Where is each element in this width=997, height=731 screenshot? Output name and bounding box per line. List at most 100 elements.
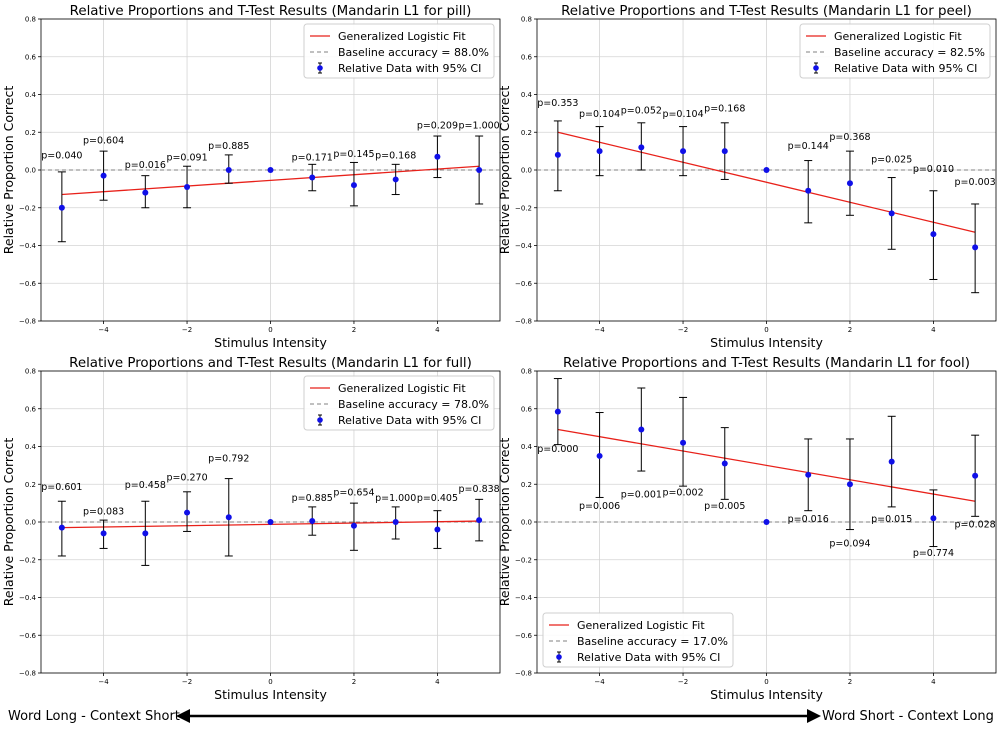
data-point [721,460,728,467]
data-point [596,452,603,459]
y-tick-label: 0.2 [521,481,532,489]
legend-label: Relative Data with 95% CI [338,414,481,427]
data-point [100,530,107,537]
y-axis-label: Relative Proportion Correct [1,86,16,255]
legend-point-swatch [317,65,323,71]
p-value-label: p=0.405 [417,493,458,504]
p-value-label: p=0.005 [704,501,745,512]
legend-box [303,23,495,79]
p-value-label: p=0.010 [913,164,954,175]
p-value-label: p=0.601 [41,482,82,493]
p-value-label: p=0.209 [417,120,458,131]
y-tick-label: 0.0 [25,519,36,527]
data-point [888,210,895,217]
data-point [888,458,895,465]
data-point [267,167,274,173]
data-point [225,167,232,173]
data-point [100,172,107,179]
x-tick-label: 2 [352,678,356,686]
legend-label: Relative Data with 95% CI [834,62,977,75]
legend-label: Generalized Logistic Fit [834,30,962,43]
footer-right-label: Word Short - Context Long [822,709,994,724]
legend-box [542,612,734,668]
p-value-label: p=0.604 [83,136,124,147]
p-value-label: p=0.885 [292,493,333,504]
chart-title: Relative Proportions and T-Test Results … [69,356,472,371]
legend-label: Generalized Logistic Fit [338,382,466,395]
data-point [476,167,483,173]
x-tick-label: −2 [182,326,192,334]
p-value-label: p=0.145 [333,149,374,160]
x-axis-label: Stimulus Intensity [214,335,327,350]
legend-box [799,23,991,79]
x-tick-label: −4 [98,326,109,334]
p-value-label: p=0.016 [788,514,829,525]
data-point [805,471,812,478]
p-value-label: p=0.792 [208,454,249,465]
chart-panel-1: −4 −2 0 2 4 −0.8 −0.6 −0.4 −0.2 0.0 0.2 0.4 0.6 0.8 Re… [1,4,501,350]
data-point [721,148,728,155]
p-value-label: p=0.171 [292,153,333,164]
legend-point-swatch [813,65,819,71]
data-point [763,167,770,173]
legend-label: Baseline accuracy = 78.0% [338,398,489,411]
p-value-label: p=0.003 [955,177,996,188]
chart-title: Relative Proportions and T-Test Results … [561,4,972,19]
y-tick-label: 0.8 [25,368,36,376]
x-tick-label: 2 [848,326,852,334]
p-value-label: p=0.838 [459,484,500,495]
y-tick-label: 0.4 [25,443,37,451]
p-value-label: p=0.654 [333,488,374,499]
x-tick-label: −2 [678,678,688,686]
p-value-label: p=0.270 [166,472,207,483]
data-point [434,153,441,160]
p-value-label: p=0.015 [871,514,912,525]
y-tick-label: −0.6 [515,280,533,288]
y-axis-label: Relative Proportion Correct [497,438,512,607]
legend-box [303,375,495,431]
data-point [930,515,937,522]
p-value-label: p=0.000 [537,444,578,455]
p-value-label: p=0.104 [662,109,703,120]
y-tick-label: 0.6 [25,405,37,413]
y-axis-label: Relative Proportion Correct [497,86,512,255]
data-point [554,408,561,415]
y-tick-label: 0.4 [25,91,37,99]
x-tick-label: 0 [764,678,768,686]
x-axis-label: Stimulus Intensity [214,687,327,702]
x-tick-label: 2 [848,678,852,686]
y-tick-label: −0.4 [19,242,37,250]
data-point [350,182,357,189]
y-tick-label: −0.6 [515,632,533,640]
x-tick-label: 4 [931,678,936,686]
y-tick-label: −0.6 [19,280,37,288]
y-tick-label: −0.2 [19,204,36,212]
x-axis-label: Stimulus Intensity [710,687,823,702]
p-value-label: p=0.040 [41,151,82,162]
p-value-label: p=0.091 [166,153,207,164]
y-tick-label: 0.2 [25,481,36,489]
x-tick-label: 4 [435,326,440,334]
p-value-label: p=0.368 [829,132,870,143]
y-tick-label: −0.2 [19,556,36,564]
data-point [846,481,853,488]
data-point [225,514,232,521]
p-value-label: p=0.458 [125,480,166,491]
y-tick-label: −0.8 [515,670,532,678]
legend-label: Generalized Logistic Fit [577,619,705,632]
data-point [680,148,687,155]
legend-label: Baseline accuracy = 17.0% [577,635,728,648]
data-point [476,517,483,524]
y-tick-label: 0.0 [25,167,36,175]
data-point [142,530,149,537]
fit-line [61,165,480,196]
data-point [142,189,149,196]
x-tick-label: 2 [352,326,356,334]
data-point [392,176,399,183]
fit-line [557,131,976,233]
y-tick-label: −0.8 [515,318,532,326]
y-tick-label: −0.4 [19,594,37,602]
p-value-label: p=0.006 [579,501,620,512]
legend-label: Generalized Logistic Fit [338,30,466,43]
data-point [638,426,645,433]
